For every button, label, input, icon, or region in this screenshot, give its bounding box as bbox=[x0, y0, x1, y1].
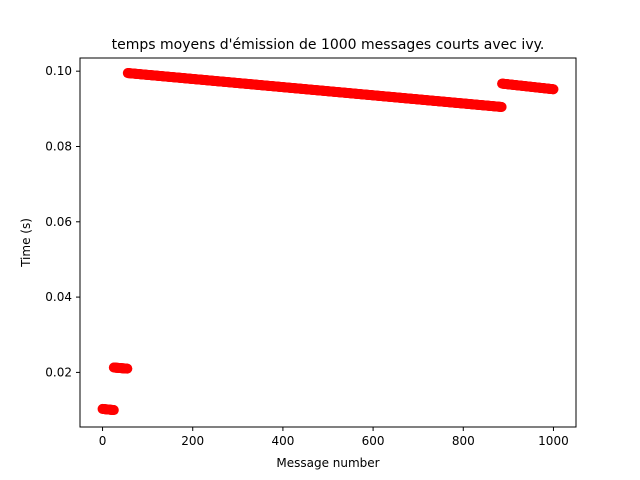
x-tick-label: 800 bbox=[452, 434, 475, 448]
data-points bbox=[97, 68, 559, 416]
x-tick-label: 400 bbox=[271, 434, 294, 448]
y-tick-label: 0.08 bbox=[45, 139, 72, 153]
data-point bbox=[496, 101, 507, 112]
y-tick-label: 0.10 bbox=[45, 64, 72, 78]
y-tick-label: 0.04 bbox=[45, 290, 72, 304]
y-axis-ticks: 0.02 0.04 0.06 0.08 0.10 bbox=[45, 64, 80, 379]
x-axis-ticks: 0 200 400 600 800 1000 bbox=[99, 427, 569, 448]
y-tick-label: 0.02 bbox=[45, 365, 72, 379]
x-tick-label: 0 bbox=[99, 434, 107, 448]
x-tick-label: 600 bbox=[362, 434, 385, 448]
data-point bbox=[122, 363, 133, 374]
x-tick-label: 1000 bbox=[538, 434, 569, 448]
chart-title: temps moyens d'émission de 1000 messages… bbox=[112, 37, 545, 53]
y-tick-label: 0.06 bbox=[45, 215, 72, 229]
x-axis-label: Message number bbox=[276, 456, 379, 470]
y-axis-label: Time (s) bbox=[19, 218, 33, 268]
data-point bbox=[548, 84, 559, 95]
plot-frame bbox=[79, 57, 577, 428]
data-point bbox=[108, 405, 119, 416]
x-tick-label: 200 bbox=[181, 434, 204, 448]
